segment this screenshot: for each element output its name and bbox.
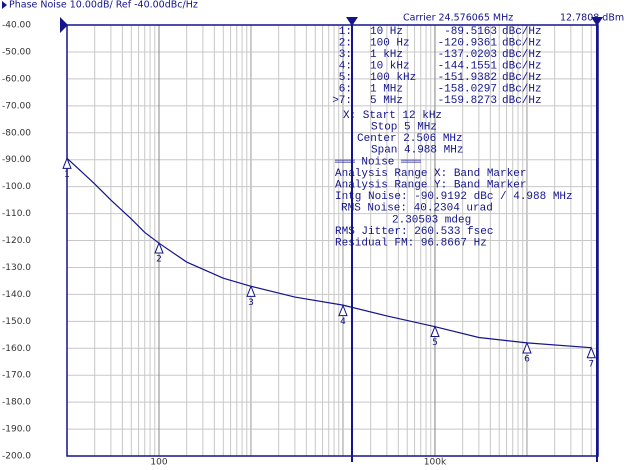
- y-tick-label: -80.00: [2, 128, 31, 138]
- marker: [522, 341, 532, 354]
- marker-unit: dBc/Hz: [502, 72, 542, 84]
- y-tick-label: -200.0: [2, 452, 31, 462]
- info-line: Intg Noise: -90.9192 dBc / 4.988 MHz: [335, 191, 573, 203]
- info-line: Analysis Range Y: Band Marker: [335, 180, 526, 192]
- marker-value: -89.5163: [444, 26, 497, 38]
- x-tick-label: 100k: [424, 458, 447, 468]
- marker-freq: 100 kHz: [370, 72, 416, 84]
- marker-value: -120.9361: [438, 37, 498, 49]
- marker: [430, 325, 440, 338]
- marker-freq: 1 MHz: [370, 83, 403, 95]
- marker-unit: dBc/Hz: [502, 60, 542, 72]
- marker-id: 6: [524, 354, 530, 364]
- ref-flag: [60, 17, 68, 33]
- y-tick-label: -60.00: [2, 74, 31, 84]
- marker-id: 3: [248, 298, 254, 308]
- marker-value: -158.0297: [438, 83, 497, 95]
- carrier: Carrier 24.576065 MHz: [403, 13, 513, 24]
- marker: [338, 304, 348, 317]
- y-tick-label: -180.0: [2, 398, 31, 408]
- plot: -40.00 -50.00 -60.00 -70.00 -80.00 -90.00 -100…: [2, 21, 599, 468]
- marker-value: -159.8273: [438, 95, 497, 107]
- marker-freq: 5 MHz: [370, 95, 403, 107]
- band-marker-flag: [591, 17, 603, 26]
- info-line: ═══ Noise ═══: [334, 156, 421, 168]
- marker-value: -137.0203: [438, 49, 497, 61]
- y-tick-label: -170.0: [2, 371, 31, 381]
- info-line: Residual FM: 96.8667 Hz: [335, 238, 487, 250]
- x-tick-label: 100: [150, 458, 167, 468]
- marker-label: 3:: [339, 49, 352, 61]
- info-line: X: Start 12 kHz: [343, 110, 442, 122]
- y-tick-label: -120.0: [2, 236, 31, 246]
- y-tick-label: -130.0: [2, 263, 31, 273]
- y-tick-label: -100.0: [2, 182, 31, 192]
- marker-unit: dBc/Hz: [502, 26, 542, 38]
- marker-freq: 10 Hz: [370, 26, 403, 38]
- y-tick-label: -90.00: [2, 155, 31, 165]
- marker: [154, 241, 164, 254]
- marker-label: 5:: [339, 72, 352, 84]
- marker-label: >7:: [332, 95, 352, 107]
- info-line: RMS Jitter: 260.533 fsec: [335, 226, 493, 238]
- y-tick-label: -150.0: [2, 317, 31, 327]
- marker-unit: dBc/Hz: [502, 95, 542, 107]
- chart-title: Phase Noise 10.00dB/ Ref -40.00dBc/Hz: [9, 0, 198, 11]
- marker-id: 1: [64, 170, 70, 180]
- y-tick-label: -50.00: [2, 47, 31, 57]
- marker-freq: 100 Hz: [370, 37, 410, 49]
- info-line: 2.30503 mdeg: [392, 214, 471, 226]
- noise-curve: [66, 157, 592, 349]
- marker-value: -151.9382: [438, 72, 497, 84]
- marker-unit: dBc/Hz: [502, 49, 542, 61]
- marker-unit: dBc/Hz: [502, 37, 542, 49]
- marker-id: 5: [432, 338, 438, 348]
- band-marker-flag: [346, 17, 358, 26]
- marker-label: 2:: [339, 37, 352, 49]
- marker: [246, 285, 256, 297]
- title-arrow: [2, 1, 7, 9]
- marker-label: 6:: [339, 83, 352, 95]
- info-line: Center 2.506 MHz: [357, 133, 463, 145]
- y-tick-label: -160.0: [2, 344, 31, 354]
- info-line: Stop 5 MHz: [371, 122, 437, 134]
- marker-label: 1:: [339, 26, 352, 38]
- marker-id: 7: [588, 359, 594, 369]
- marker-panel: 1: 10 Hz -89.5163 dBc/Hz 2: 100 Hz -120.9361 dB…: [332, 26, 572, 250]
- marker-id: 4: [340, 317, 346, 327]
- marker: [586, 346, 596, 359]
- marker: [62, 157, 72, 169]
- info-line: RMS Noise: 40.2304 urad: [341, 203, 493, 215]
- y-tick-label: -140.0: [2, 290, 31, 300]
- y-tick-label: -110.0: [2, 209, 31, 219]
- marker-freq: 10 kHz: [370, 60, 410, 72]
- marker-label: 4:: [339, 60, 352, 72]
- marker-unit: dBc/Hz: [502, 83, 542, 95]
- info-line: Analysis Range X: Band Marker: [335, 168, 526, 180]
- marker-freq: 1 kHz: [370, 49, 403, 61]
- marker-value: -144.1551: [438, 60, 498, 72]
- marker-id: 2: [156, 255, 162, 265]
- y-tick-label: -190.0: [2, 425, 31, 435]
- info-line: Span 4.988 MHz: [371, 145, 463, 157]
- y-tick-label: -70.00: [2, 101, 31, 111]
- y-tick-label: -40.00: [2, 21, 31, 31]
